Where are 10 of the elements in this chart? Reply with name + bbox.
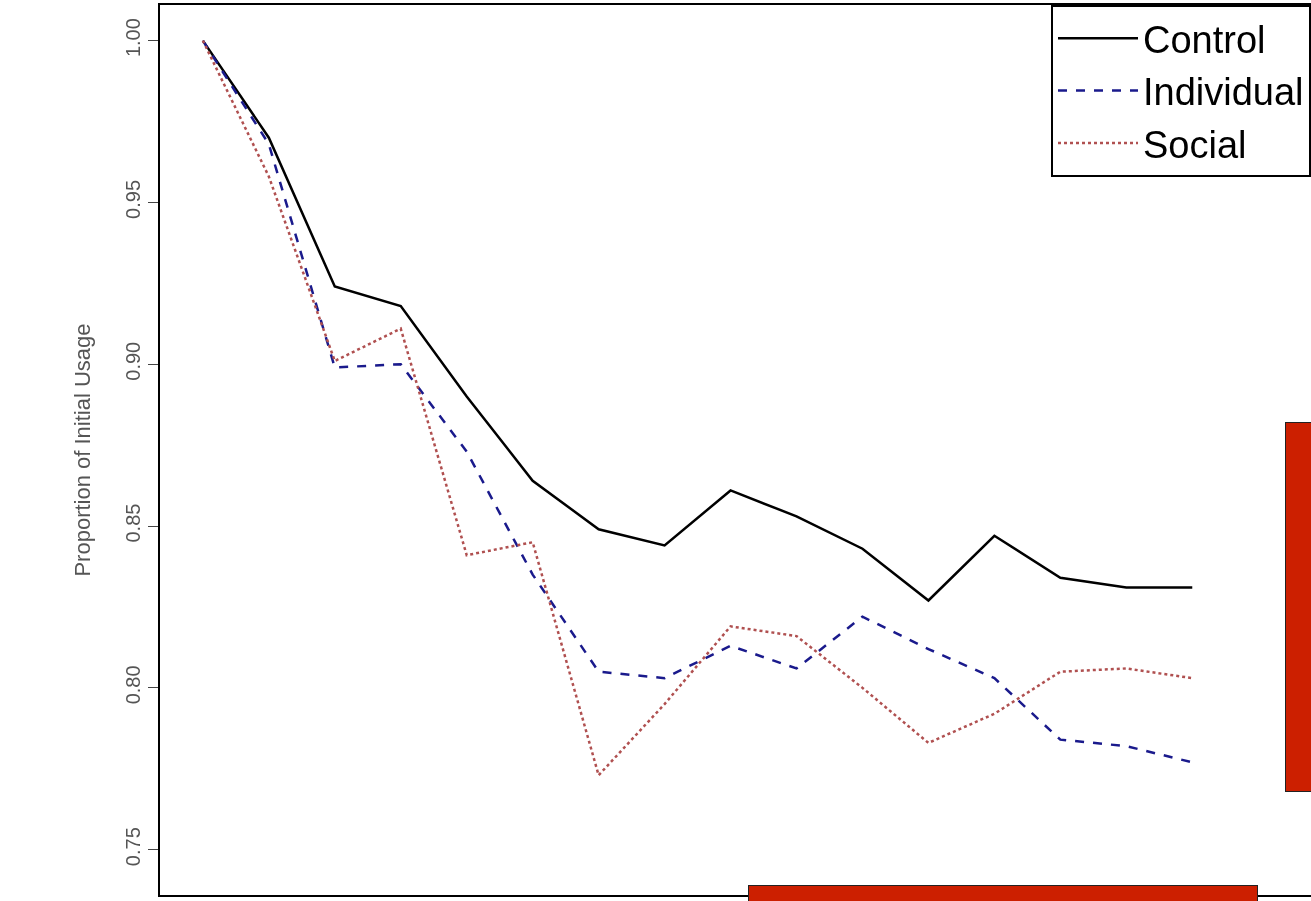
y-tick-label: 0.85 xyxy=(122,503,144,543)
legend-label: Control xyxy=(1143,19,1266,62)
y-tick-label: 1.00 xyxy=(122,18,144,58)
y-tick-label: 0.75 xyxy=(122,827,144,867)
y-tick-label: 0.80 xyxy=(122,665,144,705)
y-tick-label: 0.90 xyxy=(122,341,144,381)
y-tick-label: 0.95 xyxy=(122,179,144,219)
legend-label: Social xyxy=(1143,123,1247,166)
legend-label: Individual xyxy=(1143,71,1304,114)
y-axis-title: Proportion of Initial Usage xyxy=(70,323,96,577)
